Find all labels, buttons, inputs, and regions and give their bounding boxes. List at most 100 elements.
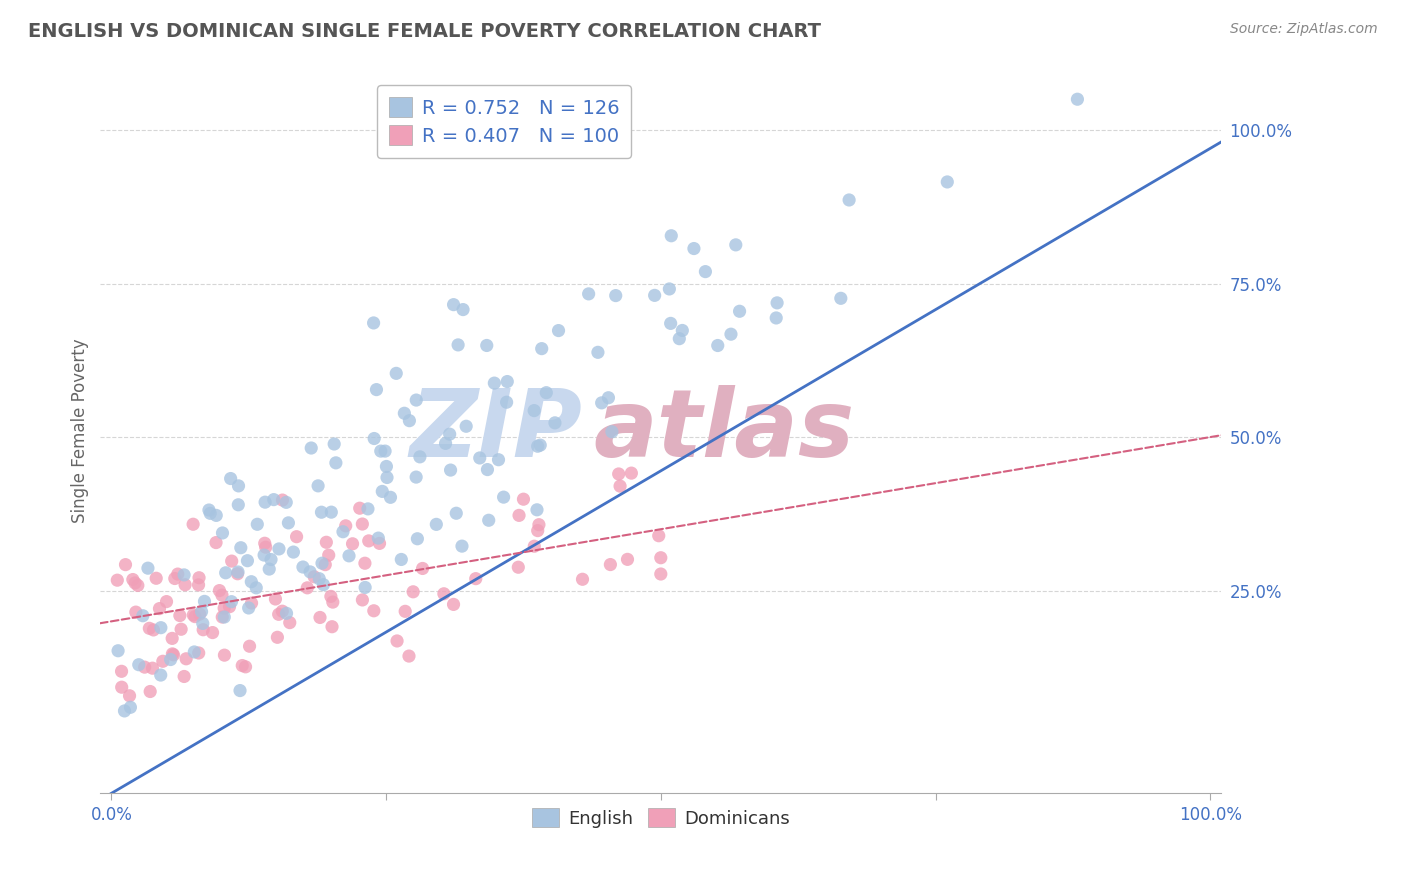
Point bbox=[439, 463, 461, 477]
Point bbox=[110, 665, 132, 679]
Point bbox=[162, 648, 184, 662]
Point bbox=[291, 560, 314, 574]
Point bbox=[253, 536, 276, 550]
Point bbox=[508, 508, 530, 523]
Point bbox=[439, 427, 461, 442]
Point bbox=[668, 332, 690, 346]
Point bbox=[187, 578, 209, 592]
Text: ENGLISH VS DOMINICAN SINGLE FEMALE POVERTY CORRELATION CHART: ENGLISH VS DOMINICAN SINGLE FEMALE POVER… bbox=[28, 22, 821, 41]
Point bbox=[193, 623, 215, 637]
Point bbox=[174, 652, 197, 666]
Point bbox=[464, 572, 486, 586]
Point bbox=[412, 561, 434, 575]
Point bbox=[155, 594, 177, 608]
Point bbox=[394, 406, 416, 420]
Point bbox=[142, 623, 165, 637]
Point bbox=[260, 552, 283, 566]
Point bbox=[107, 644, 129, 658]
Point bbox=[162, 647, 184, 661]
Point bbox=[475, 338, 498, 352]
Point bbox=[312, 577, 335, 591]
Point bbox=[145, 571, 167, 585]
Point bbox=[254, 540, 277, 554]
Point bbox=[644, 288, 666, 302]
Point bbox=[451, 539, 474, 553]
Point bbox=[105, 573, 128, 587]
Text: atlas: atlas bbox=[593, 385, 855, 477]
Point bbox=[246, 517, 269, 532]
Point bbox=[211, 588, 233, 602]
Point bbox=[271, 604, 294, 618]
Point bbox=[830, 291, 852, 305]
Point bbox=[285, 530, 308, 544]
Point bbox=[325, 456, 347, 470]
Point bbox=[526, 524, 548, 538]
Point bbox=[478, 513, 501, 527]
Y-axis label: Single Female Poverty: Single Female Poverty bbox=[72, 339, 89, 524]
Point bbox=[229, 683, 252, 698]
Point bbox=[166, 567, 188, 582]
Point bbox=[228, 479, 250, 493]
Point bbox=[544, 416, 567, 430]
Point bbox=[245, 581, 267, 595]
Point bbox=[254, 495, 277, 509]
Point bbox=[648, 529, 671, 543]
Point bbox=[405, 470, 427, 484]
Point bbox=[218, 599, 240, 614]
Point bbox=[311, 505, 333, 519]
Point bbox=[495, 395, 517, 409]
Point bbox=[205, 508, 228, 523]
Point bbox=[181, 607, 204, 622]
Point bbox=[231, 658, 253, 673]
Point bbox=[302, 570, 325, 584]
Point bbox=[508, 560, 530, 574]
Point bbox=[599, 558, 621, 572]
Point bbox=[936, 175, 959, 189]
Point bbox=[181, 517, 204, 532]
Point bbox=[371, 484, 394, 499]
Point bbox=[211, 526, 233, 541]
Point bbox=[605, 288, 627, 302]
Point bbox=[363, 604, 385, 618]
Point bbox=[121, 573, 143, 587]
Point bbox=[402, 584, 425, 599]
Point bbox=[484, 376, 506, 391]
Point bbox=[173, 568, 195, 582]
Point bbox=[477, 462, 499, 476]
Point bbox=[212, 601, 235, 615]
Point bbox=[297, 581, 319, 595]
Point bbox=[187, 646, 209, 660]
Point bbox=[114, 558, 136, 572]
Point bbox=[214, 610, 236, 624]
Point bbox=[526, 439, 548, 453]
Point bbox=[526, 503, 548, 517]
Point bbox=[127, 578, 149, 592]
Point bbox=[658, 282, 681, 296]
Point bbox=[238, 639, 260, 653]
Point bbox=[620, 466, 643, 480]
Point bbox=[257, 562, 280, 576]
Point bbox=[600, 425, 623, 439]
Point bbox=[529, 438, 551, 452]
Point bbox=[363, 316, 385, 330]
Point bbox=[368, 536, 391, 550]
Point bbox=[468, 450, 491, 465]
Point bbox=[170, 622, 193, 636]
Point bbox=[240, 574, 263, 589]
Point bbox=[134, 660, 156, 674]
Point bbox=[352, 593, 374, 607]
Point bbox=[149, 668, 172, 682]
Point bbox=[114, 704, 136, 718]
Point bbox=[278, 615, 301, 630]
Point bbox=[724, 238, 747, 252]
Point bbox=[226, 498, 249, 512]
Point bbox=[366, 383, 388, 397]
Point bbox=[184, 609, 207, 624]
Point bbox=[138, 621, 160, 635]
Point bbox=[299, 441, 322, 455]
Point bbox=[307, 479, 329, 493]
Point bbox=[443, 298, 465, 312]
Point bbox=[398, 414, 420, 428]
Point bbox=[276, 495, 298, 509]
Point bbox=[149, 621, 172, 635]
